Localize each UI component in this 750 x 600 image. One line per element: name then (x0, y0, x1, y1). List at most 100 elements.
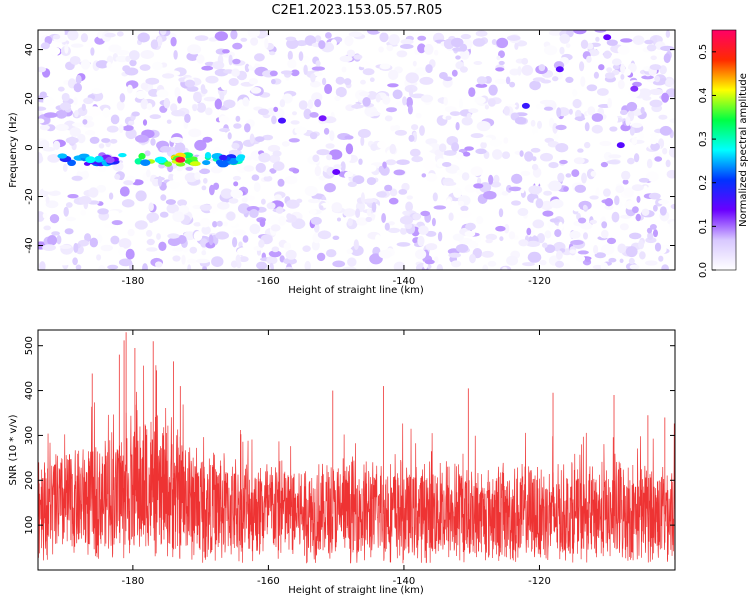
heatmap-cell (378, 165, 384, 173)
heatmap-cell (228, 78, 239, 86)
heatmap-cell (67, 194, 79, 199)
heatmap-cell (160, 145, 171, 153)
heatmap-cell (279, 99, 286, 108)
heatmap-cell (204, 61, 215, 66)
heatmap-cell (601, 98, 608, 104)
heatmap-cell (392, 89, 403, 100)
heatmap-isolated-peak (318, 115, 327, 122)
heatmap-cell (217, 201, 230, 210)
heatmap-cell (151, 61, 163, 71)
heatmap-cell (526, 240, 540, 247)
heatmap-cell (604, 198, 614, 207)
heatmap-cell (48, 46, 61, 56)
heatmap-cell (509, 81, 516, 88)
heatmap-cell (39, 124, 50, 131)
heatmap-cell (595, 36, 600, 42)
heatmap-isolated-peak (603, 34, 612, 41)
heatmap-cell (131, 111, 140, 117)
heatmap-cell (353, 239, 359, 251)
heatmap-cell (669, 221, 675, 230)
heatmap-cell (653, 229, 658, 238)
heatmap-cell (97, 166, 107, 172)
heatmap-cell (536, 233, 546, 244)
heatmap-cell (528, 185, 543, 195)
heatmap-cell (443, 76, 453, 82)
heatmap-cell (142, 119, 148, 126)
heatmap-cell (84, 130, 96, 136)
heatmap-cell (608, 257, 617, 263)
heatmap-cell (396, 242, 411, 247)
heatmap-cell (537, 30, 543, 36)
heatmap-cell (196, 165, 202, 171)
heatmap-cell (214, 98, 222, 110)
heatmap-cell (174, 142, 186, 154)
colorbar-gradient (712, 30, 736, 270)
heatmap-cell (653, 204, 658, 212)
heatmap-cell (288, 138, 300, 143)
heatmap-cell (53, 140, 61, 150)
heatmap-cell (532, 219, 545, 229)
heatmap-cell (606, 160, 620, 165)
heatmap-cell (648, 192, 661, 200)
heatmap-cell (444, 106, 457, 113)
heatmap-cell (244, 63, 250, 73)
heatmap-cell (271, 78, 276, 85)
heatmap-cell (480, 141, 487, 149)
heatmap-signal-cell (118, 153, 127, 158)
heatmap-cell (290, 69, 300, 77)
heatmap-cell (370, 143, 378, 151)
heatmap-cell (455, 55, 461, 60)
heatmap-cell (129, 210, 139, 218)
heatmap-cell (423, 159, 435, 171)
y-tick-label: -20 (24, 188, 35, 204)
heatmap-cell (108, 192, 114, 200)
heatmap-cell (350, 245, 364, 256)
heatmap-cell (146, 247, 158, 252)
heatmap-cell (323, 127, 330, 135)
heatmap-cell (250, 57, 255, 67)
heatmap-cell (273, 106, 279, 113)
heatmap-signal-cell (94, 155, 104, 163)
heatmap-signal-cell (204, 152, 212, 159)
heatmap-cell (118, 238, 132, 249)
heatmap-cell (468, 240, 479, 249)
heatmap-cell (298, 100, 308, 110)
heatmap-cell (106, 125, 119, 133)
heatmap-cell (488, 84, 498, 96)
heatmap-cell (89, 237, 99, 248)
heatmap-cell (258, 239, 265, 248)
heatmap-cell (640, 106, 645, 114)
heatmap-cell (388, 197, 399, 205)
heatmap-cell (355, 208, 361, 218)
heatmap-cell (569, 249, 577, 254)
heatmap-cell (65, 137, 79, 144)
heatmap-cell (283, 242, 292, 251)
heatmap-cell (98, 265, 106, 270)
heatmap-cell (194, 139, 207, 151)
heatmap-cell (118, 258, 133, 267)
heatmap-cell (539, 99, 554, 105)
heatmap-cell (177, 199, 188, 207)
heatmap-cell (351, 104, 364, 109)
heatmap-cell (555, 124, 567, 131)
heatmap-cell (573, 206, 581, 212)
heatmap-cell (193, 91, 202, 103)
heatmap-signal-cell (189, 161, 201, 167)
heatmap-cell (284, 266, 294, 270)
heatmap-cell (333, 164, 342, 170)
heatmap-cell (309, 80, 321, 88)
heatmap-cell (340, 161, 346, 172)
heatmap-cell (408, 134, 415, 142)
heatmap-cell (91, 88, 103, 94)
heatmap-cell (577, 250, 589, 255)
heatmap-cell (97, 233, 103, 244)
colorbar: 0.0 0.1 0.2 0.3 0.4 0.5 Normalized spectral a… (698, 29, 749, 278)
heatmap-cell (108, 44, 122, 53)
heatmap-cell (311, 66, 325, 71)
heatmap-cell (38, 106, 47, 111)
heatmap-cell (194, 35, 209, 41)
heatmap-cell (579, 61, 585, 72)
heatmap-cell (144, 150, 151, 157)
heatmap-cell (498, 50, 505, 58)
heatmap-cell (621, 170, 631, 181)
